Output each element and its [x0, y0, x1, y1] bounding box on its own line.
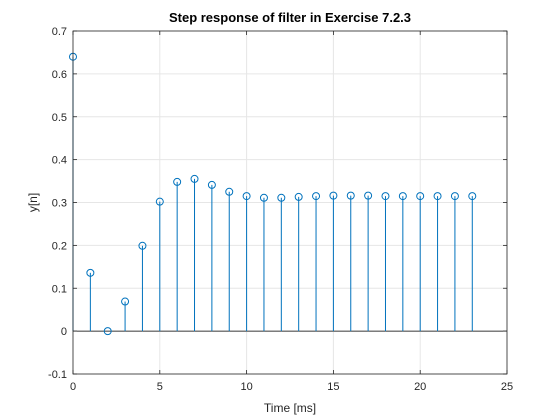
y-tick-label: 0: [61, 326, 67, 338]
stem-marker: [398, 192, 407, 201]
y-tick-label: 0.5: [52, 112, 67, 124]
stem-marker: [312, 192, 321, 201]
x-axis-label: Time [ms]: [264, 401, 316, 415]
stem-marker: [225, 187, 234, 196]
y-tick-label: 0.6: [52, 69, 67, 81]
stem-marker: [155, 197, 164, 206]
y-tick-label: 0.7: [52, 26, 67, 38]
stem-marker: [381, 192, 390, 201]
chart-title: Step response of filter in Exercise 7.2.…: [169, 10, 411, 25]
x-tick-label: 20: [414, 381, 426, 393]
stem-marker: [364, 191, 373, 200]
y-tick-label: -0.1: [48, 369, 67, 381]
stem-marker: [138, 241, 147, 250]
stem-series: [69, 52, 477, 336]
y-tick-label: 0.1: [52, 283, 67, 295]
stem-marker: [277, 193, 286, 202]
y-tick-label: 0.2: [52, 240, 67, 252]
grid: [72, 30, 508, 375]
stem-marker: [86, 268, 95, 277]
stem-marker: [329, 191, 338, 200]
stem-marker: [190, 174, 199, 183]
stem-marker: [121, 297, 130, 306]
x-tick-label: 0: [70, 381, 76, 393]
stem-marker: [416, 192, 425, 201]
axis-ticks: 0 5 10 15 20 25-0.100.10.20.30.40.50.60.7: [48, 26, 513, 393]
x-tick-label: 10: [240, 381, 252, 393]
x-tick-label: 15: [327, 381, 339, 393]
stem-marker: [242, 192, 251, 201]
stem-marker: [173, 177, 182, 186]
stem-marker: [207, 180, 216, 189]
stem-marker: [346, 191, 355, 200]
stem-marker: [468, 192, 477, 201]
x-tick-label: 25: [501, 381, 513, 393]
stem-marker: [433, 192, 442, 201]
stem-marker: [294, 192, 303, 201]
y-axis-label: y[n]: [26, 193, 40, 212]
x-tick-label: 5: [157, 381, 163, 393]
stem-marker: [259, 193, 268, 202]
stem-marker: [103, 327, 112, 336]
stem-marker: [450, 192, 459, 201]
y-tick-label: 0.4: [52, 155, 67, 167]
y-tick-label: 0.3: [52, 198, 67, 210]
